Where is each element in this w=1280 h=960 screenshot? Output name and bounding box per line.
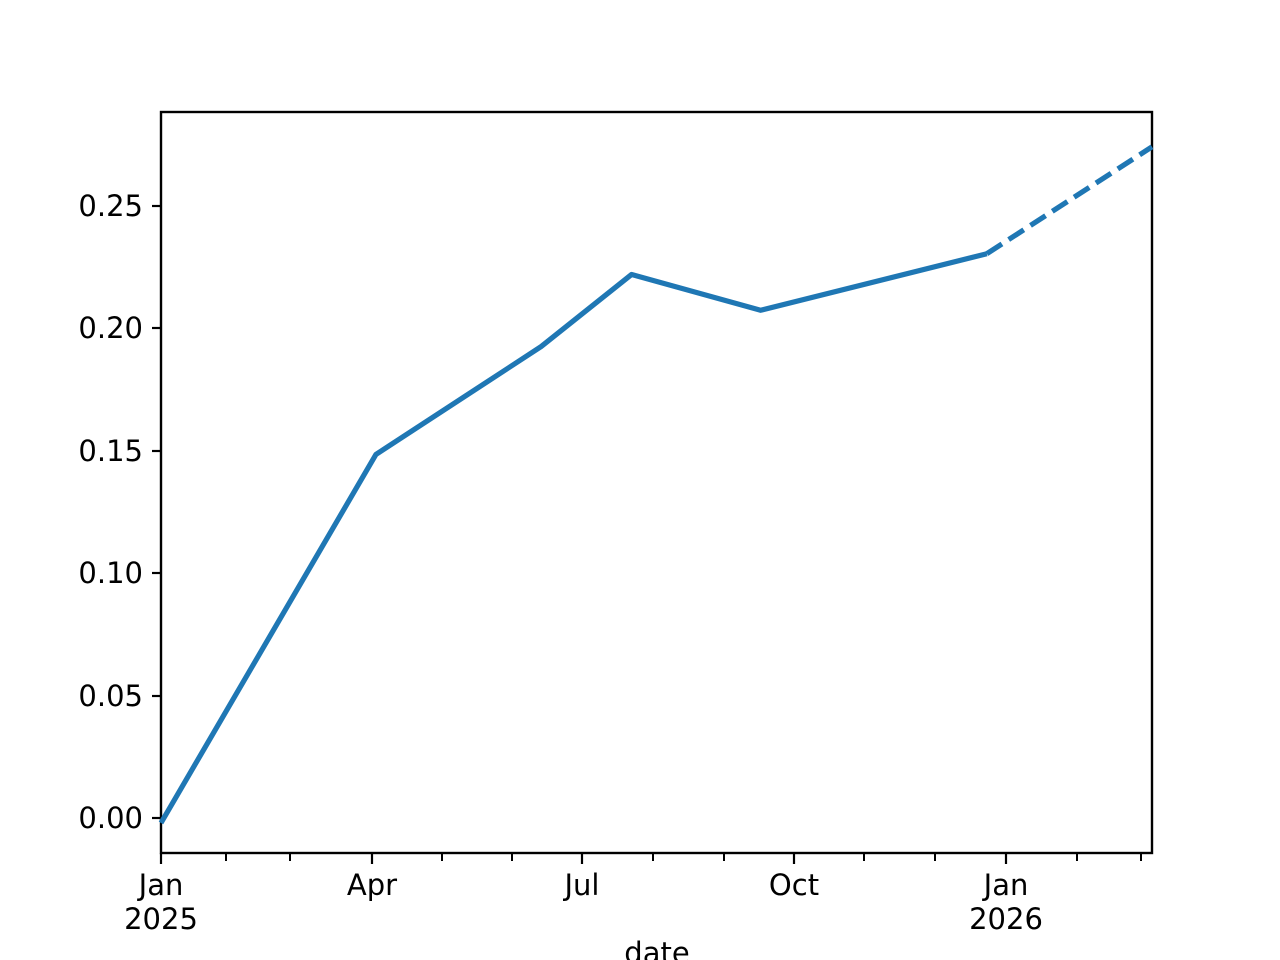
y-ticklabel-2: 0.10	[78, 556, 143, 590]
x-ticklabel-month-4: Jan	[982, 868, 1029, 902]
x-axis-ticks	[159, 853, 1008, 864]
y-ticklabel-1: 0.05	[78, 679, 143, 713]
y-axis-ticklabels: 0.00 0.05 0.10 0.15 0.20 0.25	[78, 189, 143, 835]
x-axis-label: date	[624, 936, 689, 960]
x-ticklabel-month-3: Oct	[769, 868, 819, 902]
x-ticklabel-month-2: Jul	[563, 868, 600, 902]
y-ticklabel-4: 0.20	[78, 311, 143, 345]
axes-spines	[159, 110, 1154, 855]
y-ticklabel-5: 0.25	[78, 189, 143, 223]
x-axis-minor-ticks	[225, 853, 1142, 861]
x-ticklabel-year-4: 2026	[969, 902, 1043, 936]
x-axis-ticklabels: Jan 2025 Apr Jul Oct Jan 2026	[124, 868, 1043, 936]
line-series-forecast	[985, 144, 1154, 256]
y-ticklabel-0: 0.00	[78, 801, 143, 835]
line-series-observed	[158, 251, 988, 825]
y-ticklabel-3: 0.15	[78, 434, 143, 468]
x-ticklabel-month-0: Jan	[137, 868, 184, 902]
x-ticklabel-year-0: 2025	[124, 902, 198, 936]
x-ticklabel-month-1: Apr	[347, 868, 397, 902]
y-axis-ticks	[152, 204, 161, 820]
